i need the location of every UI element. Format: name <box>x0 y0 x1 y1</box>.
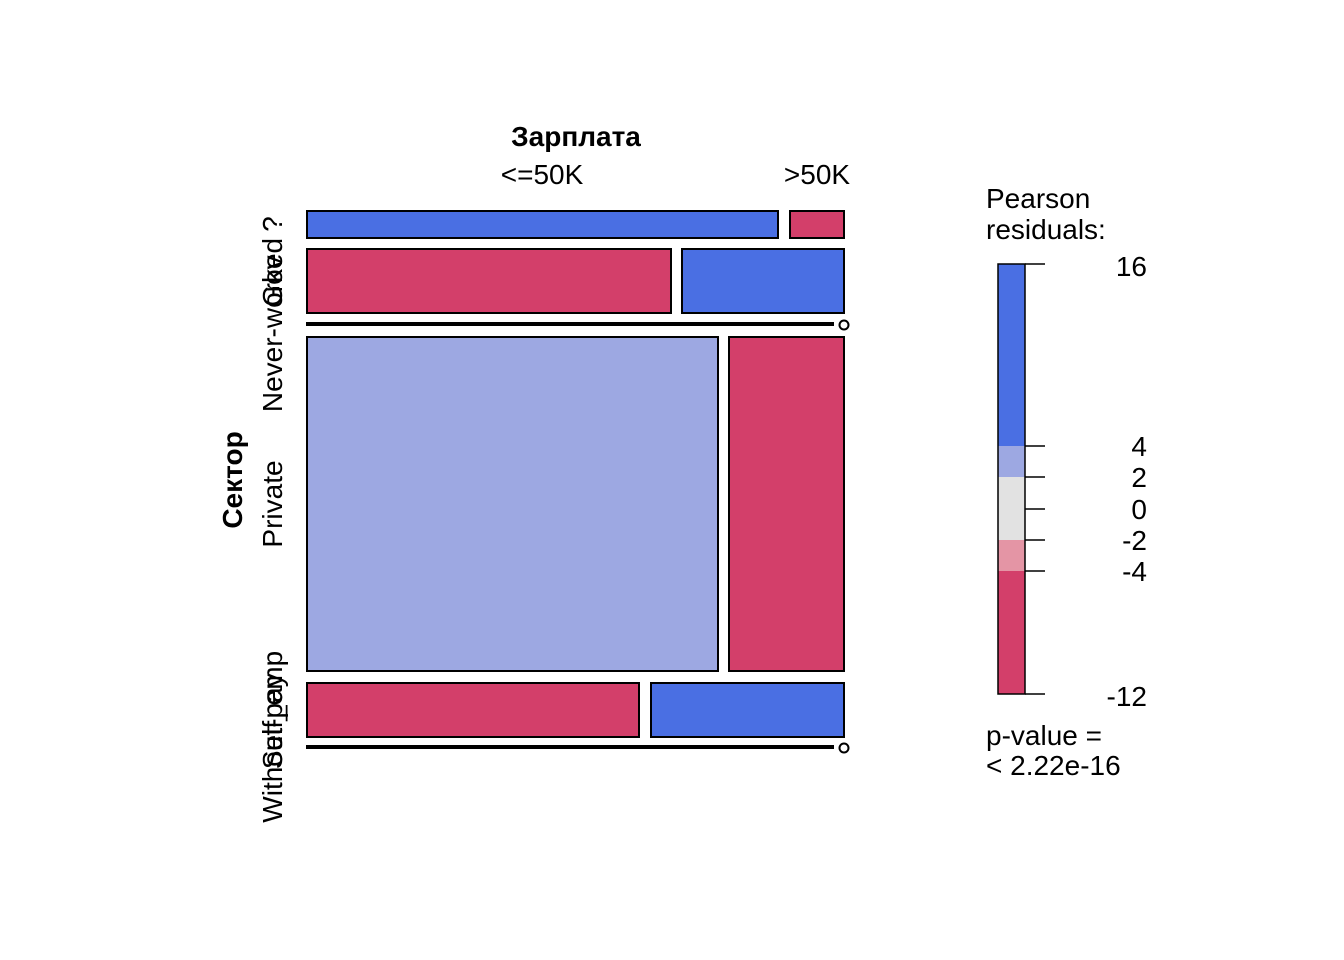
p-value-line1: p-value = <box>986 720 1102 751</box>
tile-self-emp-gt50k <box>650 682 845 738</box>
legend-title-line1: Pearson <box>986 183 1090 214</box>
legend-ticks: 16 420-2-4 -12 <box>1025 251 1147 712</box>
tile-private-le50k <box>306 336 719 672</box>
legend-band-1 <box>998 446 1025 477</box>
legend-band-0 <box>998 264 1025 446</box>
x-variable-title: Зарплата <box>511 121 641 152</box>
legend-band-4 <box>998 571 1025 694</box>
y-variable-title: Сектор <box>217 431 248 528</box>
legend-bar-frame <box>997 263 1026 695</box>
legend-tick-label-0: 16 <box>1116 251 1147 282</box>
y-category-label-private: Private <box>257 460 288 547</box>
p-value-line2: < 2.22e-16 <box>986 750 1121 781</box>
y-category-label-never-worked: Never-worked <box>257 238 288 412</box>
x-category-label-le50k: <=50K <box>501 159 584 190</box>
tile-without-pay-gt50k-empty <box>838 742 850 754</box>
x-category-label-gt50k: >50K <box>784 159 850 190</box>
legend-tick-label-2: 2 <box>1131 462 1147 493</box>
tile-never-worked-gt50k-empty <box>838 319 850 331</box>
legend-tick-label-3: 0 <box>1131 494 1147 525</box>
y-category-label-self-emp: Self_emp <box>257 651 288 769</box>
y-category-label-question: ? <box>257 216 288 232</box>
tile-never-worked-le50k <box>306 322 834 326</box>
tile-question-gt50k <box>789 210 845 239</box>
tile-self-emp-le50k <box>306 682 640 738</box>
y-category-label-gov: Gov <box>257 255 288 306</box>
residual-legend: Pearson residuals: 16 420-2-4 -12 p-value … <box>986 183 1147 781</box>
legend-color-bands <box>998 264 1025 694</box>
legend-band-3 <box>998 540 1025 571</box>
tile-gov-le50k <box>306 248 672 314</box>
mosaic-tiles <box>306 210 850 754</box>
legend-title-line2: residuals: <box>986 214 1106 245</box>
legend-tick-label-4: -2 <box>1122 525 1147 556</box>
legend-tick-label-1: 4 <box>1131 431 1147 462</box>
tile-gov-gt50k <box>681 248 845 314</box>
y-category-label-without-pay: Without-pay <box>257 673 288 822</box>
tile-private-gt50k <box>728 336 845 672</box>
tile-without-pay-le50k <box>306 745 834 749</box>
tile-question-le50k <box>306 210 779 239</box>
legend-tick-label-6: -12 <box>1107 681 1147 712</box>
legend-tick-label-5: -4 <box>1122 556 1147 587</box>
legend-band-2 <box>998 477 1025 540</box>
